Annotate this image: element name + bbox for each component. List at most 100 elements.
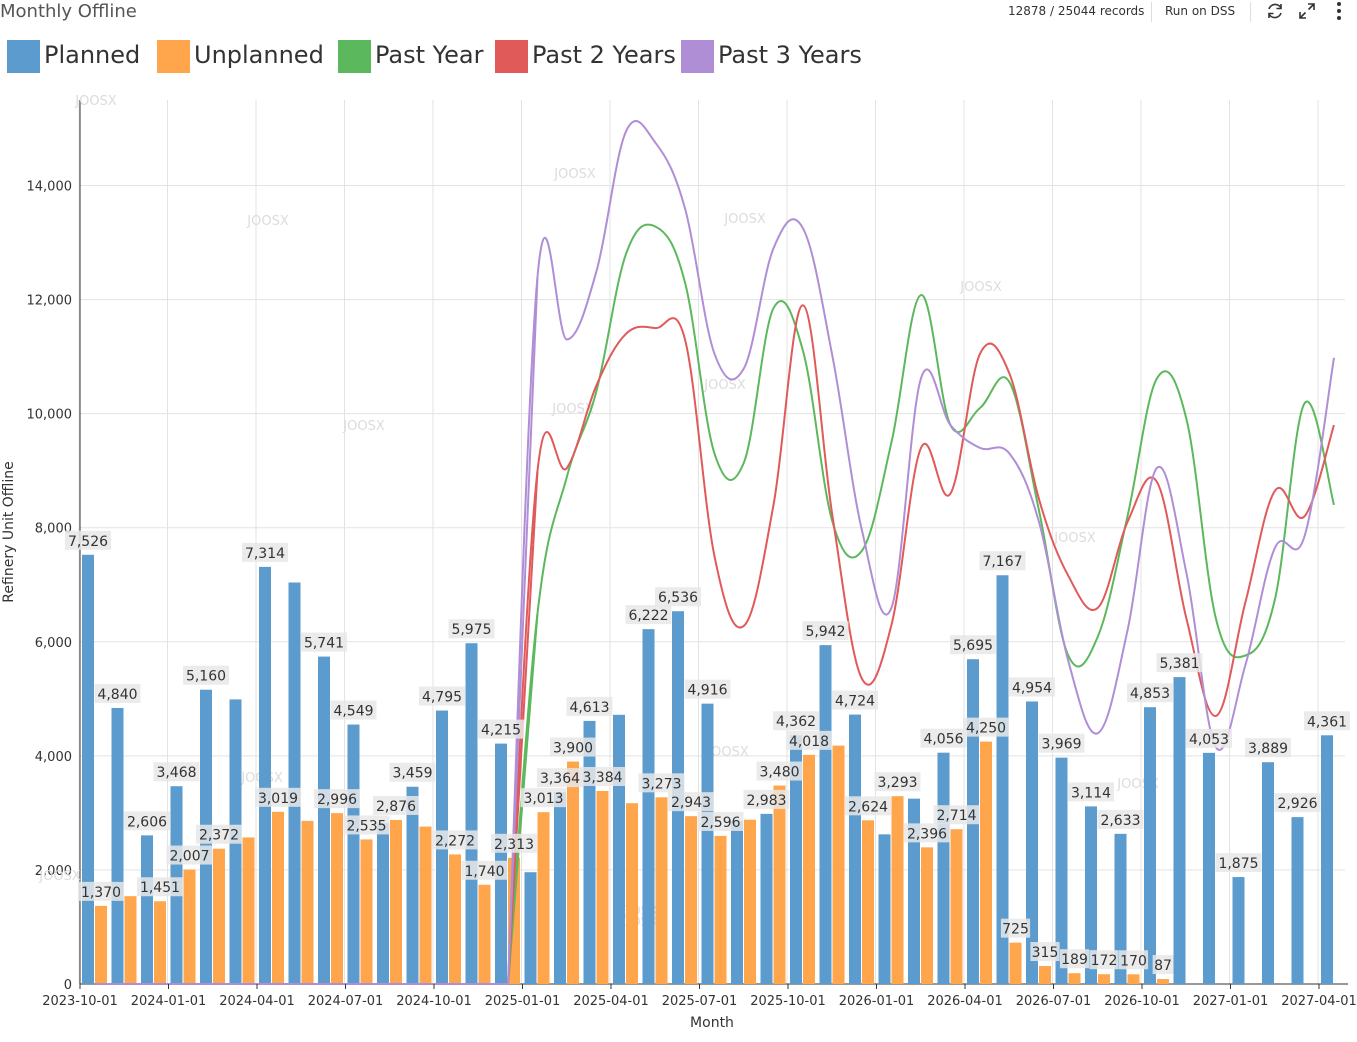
bar-unplanned [124,896,137,984]
data-label: 4,362 [776,714,816,730]
data-label-bg [1152,955,1174,975]
data-label-bg [920,728,967,748]
data-label-bg [537,768,583,788]
data-label-bg [1215,853,1262,873]
y-tick-label: 4,000 [35,750,72,765]
data-label: 87 [1154,958,1172,974]
bar-planned [406,786,419,984]
bar-planned [1114,833,1127,984]
data-label: 2,624 [848,799,888,815]
data-label: 6,222 [628,608,668,624]
data-label: 3,273 [641,776,681,792]
data-label: 315 [1032,945,1059,961]
x-tick-label: 2026-07-01 [1016,994,1092,1009]
bar-unplanned [832,745,845,984]
bar-unplanned [331,813,343,984]
run-on-dss-button[interactable]: Run on DSS [1165,4,1236,18]
data-label: 5,160 [186,669,226,685]
bar-unplanned [655,797,668,984]
legend-swatch [681,40,714,73]
data-label-bg [1089,950,1119,970]
data-label: 172 [1091,953,1118,969]
data-label-bg [1127,683,1173,703]
watermark-text: JOOSX [723,212,766,227]
data-label-bg [301,632,347,652]
data-label-bg [448,619,495,639]
data-label-bg [461,860,508,880]
legend-swatch [338,40,371,73]
bar-unplanned [272,811,284,984]
bar-unplanned [1068,973,1081,984]
monthly-offline-chart: 0 2,000 4,000 6,000 8,000 10,000 12,000 14,000 J… [1,94,1357,1031]
data-label-bg [697,811,744,831]
refresh-icon[interactable] [1264,0,1286,22]
x-tick-label: 2023-10-01 [42,994,118,1009]
data-label-bg [904,823,950,843]
bar-planned [1085,806,1097,984]
bar-unplanned [891,796,904,984]
chart-header: Monthly Offline 12878 / 25044 records Ru… [0,0,1357,26]
data-label-bg [684,679,731,699]
data-label-bg [1118,950,1149,970]
expand-icon[interactable] [1296,0,1318,22]
data-label-bg [802,621,849,641]
data-label-bg [845,796,891,816]
bar-planned [377,823,389,984]
legend-label: Past 3 Years [718,41,862,69]
bar-planned [288,582,301,984]
data-label: 3,459 [392,766,432,782]
bar-planned [908,798,920,984]
data-label: 5,942 [805,624,845,640]
data-label: 1,451 [140,880,180,896]
watermark-text: JOOSX [1053,531,1096,546]
legend-label: Past 2 Years [532,41,676,69]
data-label: 7,526 [68,534,108,550]
x-tick-label: 2026-04-01 [927,994,1003,1009]
more-vert-icon[interactable] [1328,0,1350,22]
bar-unplanned [449,854,461,984]
data-label: 3,480 [759,765,799,781]
bar-planned [760,813,773,984]
legend-swatch [495,40,528,73]
bar-planned [937,752,950,984]
data-label-bg [491,833,537,853]
data-label-bg [166,845,213,865]
bar-unplanned [596,791,609,984]
data-label: 2,876 [376,799,416,815]
watermark-text: JOOSX [246,214,289,229]
x-tick-label: 2025-01-01 [485,994,561,1009]
legend-label: Past Year [375,41,484,69]
bar-planned [1203,752,1215,984]
data-label: 2,596 [700,815,740,831]
x-tick-label: 2025-07-01 [662,994,738,1009]
data-label: 2,926 [1277,796,1317,812]
data-label: 2,714 [936,808,976,824]
data-label: 2,007 [169,849,209,865]
data-label: 2,396 [907,826,947,842]
data-label: 3,384 [582,770,622,786]
data-label-bg [1245,738,1291,758]
data-label: 4,361 [1307,714,1347,730]
data-label-bg [137,877,183,897]
bar-unplanned [242,837,255,984]
data-label-bg [625,605,672,625]
data-label: 4,053 [1189,732,1229,748]
data-label: 1,875 [1218,856,1258,872]
x-tick-label: 2024-07-01 [308,994,384,1009]
data-label-bg [1186,728,1232,748]
y-tick-label: 2,000 [35,864,72,879]
bar-planned [524,872,537,984]
data-label-bg [668,792,714,812]
bar-unplanned [803,754,815,984]
data-label: 4,250 [966,721,1006,737]
data-label: 5,695 [953,638,993,654]
data-label-bg [94,683,141,703]
bar-planned [731,820,743,984]
data-label-bg [343,815,390,835]
header-divider [1250,2,1251,22]
bar-unplanned [950,829,963,984]
data-label: 4,613 [569,700,609,716]
data-label: 4,056 [923,732,963,748]
data-label-bg [979,551,1026,571]
bar-unplanned [921,847,933,984]
